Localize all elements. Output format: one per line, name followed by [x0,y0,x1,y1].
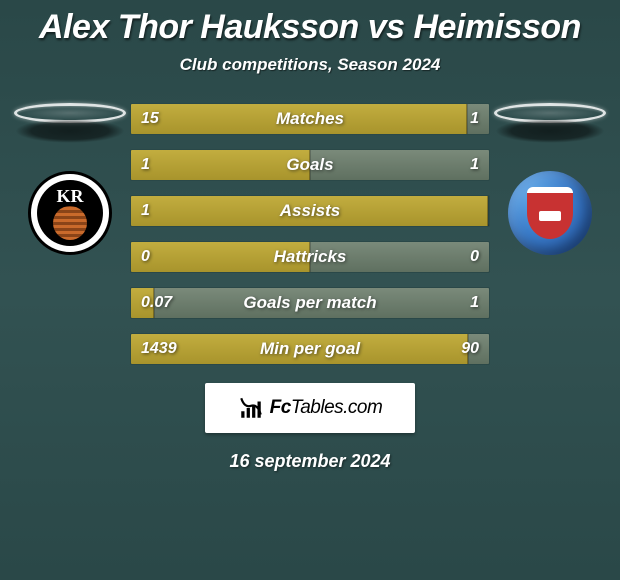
bar-right-segment [310,150,489,180]
bar-left-segment [131,150,310,180]
stat-bars: Matches 15 1 Goals 1 1 Assists 1 Hattricks 0 0 Goal… [130,103,490,365]
stat-bar-row: Goals 1 1 [130,149,490,181]
stat-value-right: 0 [470,248,479,266]
football-icon [53,206,87,240]
shield-icon [527,187,573,239]
stat-value-left: 1 [141,156,150,174]
stat-value-left: 0.07 [141,294,172,312]
logo-text: FcTables.com [270,397,383,419]
stat-bar-row: Hattricks 0 0 [130,241,490,273]
left-club-crest: KR [28,171,112,255]
shadow-ellipse [15,119,125,143]
main-row: KR Matches 15 1 Goals 1 1 Assists 1 Hattricks 0 0 G… [0,103,620,365]
stat-value-left: 15 [141,110,159,128]
stat-label: Matches [276,109,344,129]
right-club-crest [508,171,592,255]
stat-value-left: 1439 [141,340,177,358]
logo-text-rest: Tables.com [291,397,382,418]
right-player-column [490,103,610,255]
comparison-card: Alex Thor Hauksson vs Heimisson Club com… [0,0,620,472]
stat-value-right: 1 [470,156,479,174]
stat-label: Hattricks [274,247,347,267]
stat-value-left: 0 [141,248,150,266]
shadow-ellipse [495,119,605,143]
footer-date: 16 september 2024 [229,451,390,472]
bar-right-segment [488,196,489,226]
stat-label: Goals per match [243,293,376,313]
page-subtitle: Club competitions, Season 2024 [180,55,441,75]
stat-bar-row: Goals per match 0.07 1 [130,287,490,319]
stat-bar-row: Assists 1 [130,195,490,227]
left-player-column: KR [10,103,130,255]
logo-text-bold: Fc [270,397,291,418]
fctables-logo[interactable]: FcTables.com [205,383,415,433]
stat-value-right: 1 [470,110,479,128]
stat-value-left: 1 [141,202,150,220]
stat-label: Min per goal [260,339,360,359]
stat-value-right: 90 [461,340,479,358]
stat-label: Assists [280,201,340,221]
chart-icon [238,395,264,421]
stat-bar-row: Matches 15 1 [130,103,490,135]
stat-bar-row: Min per goal 1439 90 [130,333,490,365]
crest-label: KR [57,186,84,207]
page-title: Alex Thor Hauksson vs Heimisson [39,8,581,47]
stat-label: Goals [286,155,333,175]
stat-value-right: 1 [470,294,479,312]
